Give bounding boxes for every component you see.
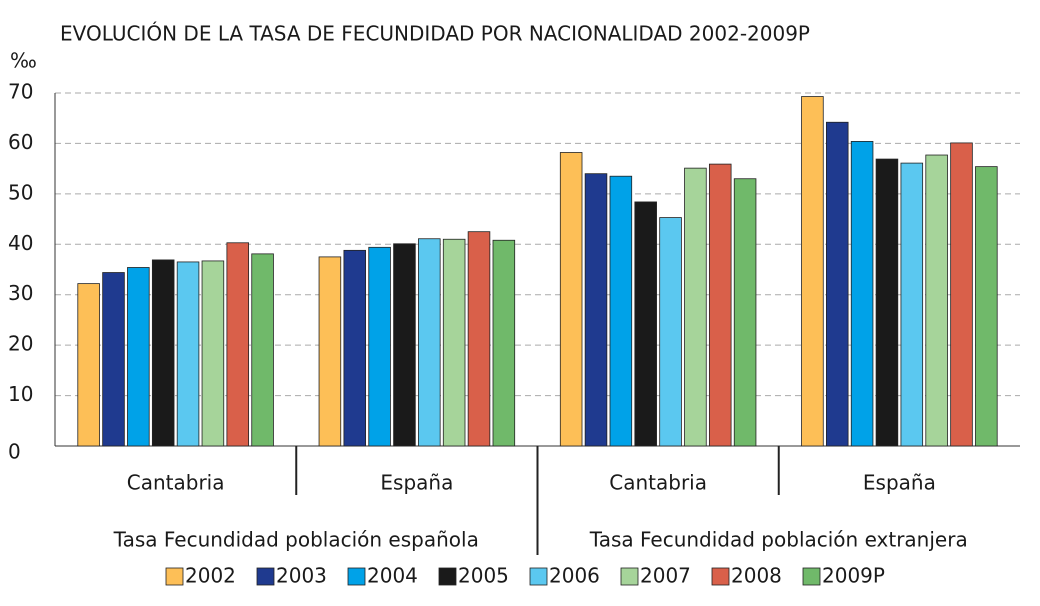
bar	[925, 154, 948, 447]
bar	[467, 231, 491, 447]
y-tick-label: 20	[8, 332, 33, 356]
bar	[318, 256, 342, 447]
legend-label: 2006	[549, 564, 600, 588]
bar	[801, 96, 824, 447]
legend-swatch	[347, 567, 366, 586]
y-tick-label: 30	[8, 281, 33, 305]
chart-title: EVOLUCIÓN DE LA TASA DE FECUNDIDAD POR N…	[60, 22, 810, 46]
bar	[176, 261, 200, 447]
bar	[950, 142, 973, 447]
bar	[900, 162, 924, 447]
group-label: Tasa Fecundidad población española	[113, 528, 479, 552]
y-axis-label: ‰	[10, 49, 37, 73]
y-tick-label: 70	[8, 80, 33, 104]
bar	[127, 267, 150, 447]
bar	[368, 246, 391, 447]
bar	[343, 249, 367, 447]
legend-swatch	[802, 567, 821, 586]
legend-swatch	[256, 567, 275, 586]
x-tick-label: Cantabria	[609, 471, 707, 495]
bar	[492, 239, 516, 447]
legend-label: 2002	[185, 564, 236, 588]
bar	[102, 272, 125, 447]
bar	[226, 242, 250, 447]
bar	[684, 167, 707, 447]
legend-swatch	[620, 567, 639, 586]
x-tick-label: España	[380, 471, 453, 495]
legend-label: 2007	[640, 564, 691, 588]
bar	[251, 253, 274, 447]
x-tick-label: España	[863, 471, 936, 495]
bar	[418, 238, 441, 447]
x-tick-label: Cantabria	[127, 471, 225, 495]
bar	[609, 175, 633, 447]
bar	[733, 178, 757, 447]
bar	[634, 201, 657, 447]
legend-label: 2005	[458, 564, 509, 588]
y-tick-label: 50	[8, 180, 33, 204]
bar	[151, 259, 175, 447]
bar	[659, 217, 682, 447]
y-tick-label: 10	[8, 382, 33, 406]
bar	[825, 121, 849, 447]
bar	[559, 152, 583, 447]
legend-label: 2004	[367, 564, 418, 588]
bar	[201, 260, 225, 447]
bar	[850, 141, 874, 447]
legend-swatch	[165, 567, 184, 586]
y-tick-label: 40	[8, 231, 33, 255]
bar	[393, 243, 416, 447]
bar	[708, 163, 732, 447]
y-tick-label: 0	[8, 440, 21, 464]
y-tick-label: 60	[8, 130, 33, 154]
bar	[77, 283, 100, 447]
bar	[975, 166, 998, 447]
legend-swatch	[529, 567, 548, 586]
legend-swatch	[438, 567, 457, 586]
legend-label: 2008	[731, 564, 782, 588]
group-label: Tasa Fecundidad población extranjera	[589, 528, 968, 552]
bar	[875, 158, 899, 447]
bar	[584, 173, 608, 447]
legend-label: 2009P	[822, 564, 885, 588]
bar	[442, 238, 466, 447]
legend-swatch	[711, 567, 730, 586]
legend-label: 2003	[276, 564, 327, 588]
